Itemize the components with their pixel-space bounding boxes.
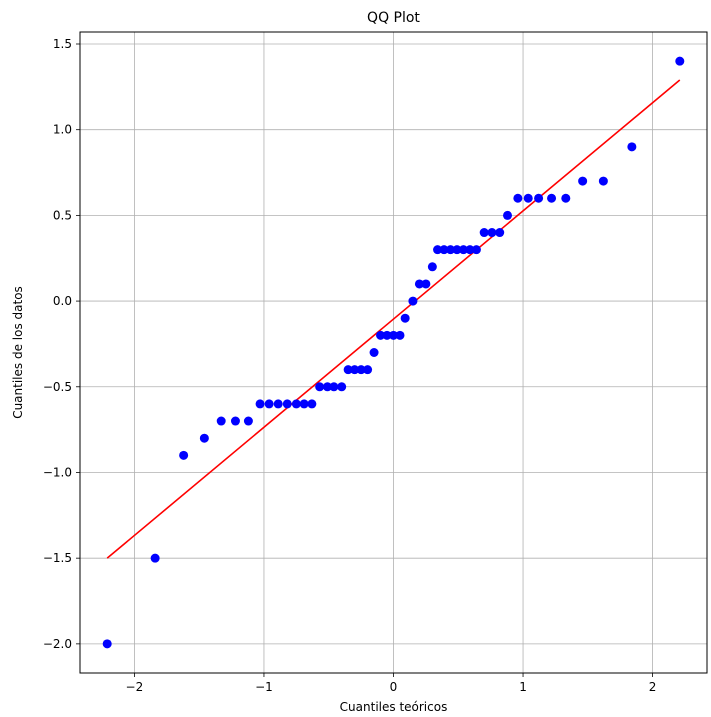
data-point	[487, 228, 497, 238]
data-point	[363, 365, 373, 375]
data-point	[273, 399, 283, 409]
data-point	[427, 262, 437, 272]
data-point	[452, 245, 462, 255]
y-tick-label: −0.5	[43, 380, 72, 394]
x-tick-label: 1	[519, 680, 527, 694]
data-point	[627, 142, 637, 152]
data-point	[400, 313, 410, 323]
data-point	[350, 365, 360, 375]
data-point	[329, 382, 339, 392]
data-point	[446, 245, 455, 255]
x-tick-label: −1	[255, 680, 273, 694]
data-point	[479, 228, 489, 238]
data-point	[230, 416, 240, 426]
data-point	[243, 416, 253, 426]
data-point	[199, 433, 209, 443]
data-point	[150, 553, 160, 563]
data-point	[216, 416, 226, 426]
data-point	[547, 193, 557, 203]
data-point	[382, 330, 392, 340]
data-point	[395, 330, 405, 340]
points-layer	[102, 56, 685, 649]
data-point	[299, 399, 309, 409]
data-point	[561, 193, 571, 203]
data-point	[534, 193, 544, 203]
x-tick-label: 0	[390, 680, 398, 694]
data-point	[255, 399, 265, 409]
ticks-layer: −2 −1 0 1 2 −2.0 −1.5 −1.0 −0.5 0.0 0.5 1.0 1.5	[43, 37, 657, 694]
data-point	[458, 245, 468, 255]
y-tick-label: 0.5	[53, 208, 72, 222]
data-point	[291, 399, 301, 409]
data-point	[102, 639, 112, 649]
data-point	[343, 365, 353, 375]
data-point	[495, 228, 505, 238]
data-point	[282, 399, 292, 409]
fit-line	[106, 79, 681, 559]
x-tick-label: 2	[649, 680, 657, 694]
data-point	[598, 176, 608, 186]
grid-layer	[80, 32, 707, 673]
y-tick-label: 1.0	[53, 123, 72, 137]
data-point	[369, 348, 379, 357]
data-point	[414, 279, 424, 289]
data-point	[315, 382, 325, 392]
x-axis-label: Cuantiles teóricos	[340, 700, 448, 714]
data-point	[179, 450, 189, 460]
data-point	[578, 176, 588, 186]
data-point	[471, 245, 481, 255]
data-point	[376, 330, 386, 340]
y-tick-label: −1.0	[43, 465, 72, 479]
y-tick-label: 0.0	[53, 294, 72, 308]
fit-line-layer	[106, 79, 681, 559]
data-point	[322, 382, 332, 392]
data-point	[523, 193, 533, 203]
data-point	[513, 193, 523, 203]
data-point	[356, 365, 366, 375]
chart-title: QQ Plot	[367, 10, 420, 26]
data-point	[389, 330, 398, 340]
y-tick-label: −2.0	[43, 637, 72, 651]
data-point	[408, 296, 418, 306]
data-point	[421, 279, 431, 289]
data-point	[433, 245, 443, 255]
x-tick-label: −2	[126, 680, 144, 694]
data-point	[503, 210, 512, 220]
data-point	[465, 245, 475, 255]
data-point	[439, 245, 449, 255]
y-axis-label: Cuantiles de los datos	[11, 286, 25, 419]
y-tick-label: 1.5	[53, 37, 72, 51]
data-point	[337, 382, 347, 392]
data-point	[264, 399, 274, 409]
data-point	[307, 399, 317, 409]
data-point	[675, 56, 685, 66]
y-tick-label: −1.5	[43, 551, 72, 565]
